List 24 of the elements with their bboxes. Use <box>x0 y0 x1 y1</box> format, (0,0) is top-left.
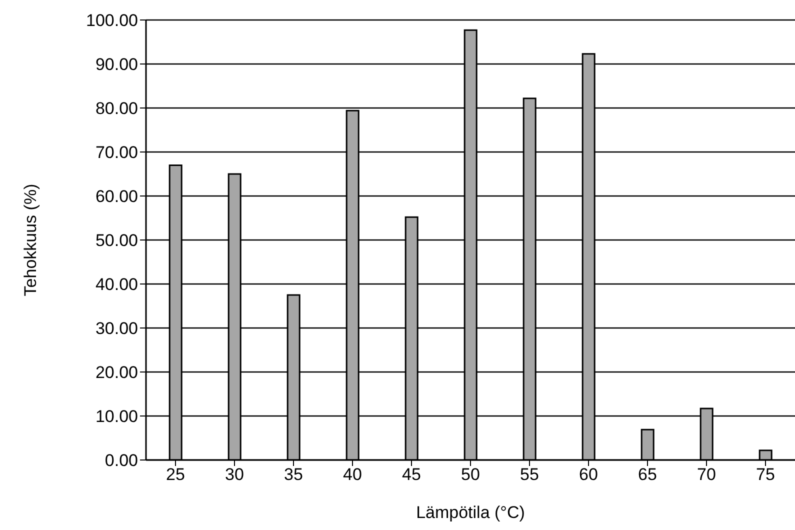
y-tick-label: 80.00 <box>95 99 138 118</box>
x-tick-label: 60 <box>579 465 598 484</box>
x-tick-label: 40 <box>343 465 362 484</box>
y-tick-label: 20.00 <box>95 363 138 382</box>
x-tick-label: 35 <box>284 465 303 484</box>
y-axis-title: Tehokkuus (%) <box>21 184 40 296</box>
y-tick-label: 90.00 <box>95 55 138 74</box>
x-tick-label: 70 <box>697 465 716 484</box>
y-tick-label: 0.00 <box>104 451 138 470</box>
x-tick-label: 30 <box>225 465 244 484</box>
y-tick-label: 40.00 <box>95 275 138 294</box>
y-tick-label: 30.00 <box>95 319 138 338</box>
y-tick-label: 50.00 <box>95 231 138 250</box>
y-tick-label: 60.00 <box>95 187 138 206</box>
x-tick-label: 55 <box>520 465 539 484</box>
x-tick-label: 75 <box>756 465 775 484</box>
y-tick-label: 100.00 <box>86 11 138 30</box>
x-tick-label: 45 <box>402 465 421 484</box>
x-tick-label: 25 <box>166 465 185 484</box>
y-tick-label: 70.00 <box>95 143 138 162</box>
x-tick-label: 65 <box>638 465 657 484</box>
y-tick-label: 10.00 <box>95 407 138 426</box>
x-tick-label: 50 <box>461 465 480 484</box>
x-axis-title: Lämpötila (°C) <box>416 503 525 522</box>
